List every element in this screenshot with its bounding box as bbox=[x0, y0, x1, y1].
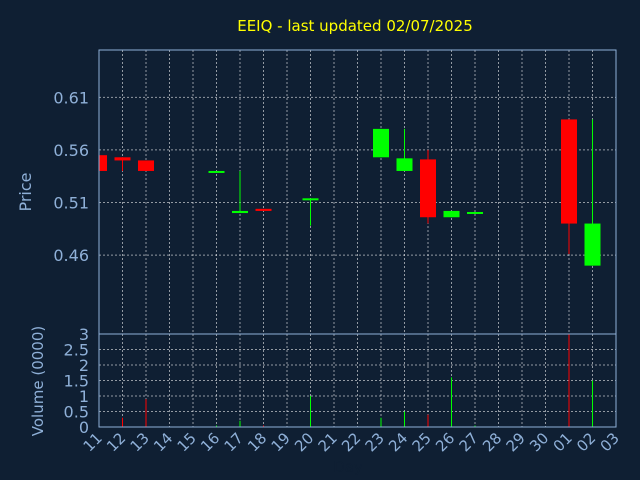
x-tick-label: 24 bbox=[385, 429, 411, 455]
x-tick-label: 03 bbox=[597, 429, 623, 455]
x-tick-label: 17 bbox=[221, 429, 247, 455]
candles-layer bbox=[98, 119, 601, 266]
volume-tick-label: 0.5 bbox=[64, 403, 89, 422]
candle-body bbox=[99, 155, 107, 171]
x-tick-label: 19 bbox=[268, 429, 294, 455]
volume-grid bbox=[99, 334, 616, 427]
candle-body bbox=[302, 198, 319, 201]
x-tick-label: 25 bbox=[409, 429, 435, 455]
volume-tick-label: 2.5 bbox=[64, 341, 89, 360]
x-tick-label: 13 bbox=[127, 429, 153, 455]
volume-panel-frame bbox=[98, 333, 617, 428]
x-axis-label: Day bbox=[333, 458, 363, 476]
price-tick-label: 0.46 bbox=[53, 246, 89, 265]
x-tick-label: 20 bbox=[291, 429, 317, 455]
volume-tick-label: 1.5 bbox=[64, 372, 89, 391]
candle-body bbox=[138, 160, 154, 171]
volume-tick-label: 3 bbox=[79, 325, 89, 344]
x-tick-label: 12 bbox=[103, 429, 129, 455]
x-tick-label: 21 bbox=[315, 429, 341, 455]
candle-body bbox=[561, 119, 577, 224]
price-y-ticks: 0.46 0.51 0.56 0.61 bbox=[53, 88, 89, 265]
candle-body bbox=[373, 128, 389, 158]
x-tick-label: 29 bbox=[503, 429, 529, 455]
candle-body bbox=[443, 210, 460, 218]
price-axis-label: Price bbox=[16, 172, 35, 211]
volume-y-ticks: 00.511.522.53 bbox=[64, 325, 89, 437]
volume-bars-layer bbox=[98, 334, 593, 427]
x-tick-label: 27 bbox=[456, 429, 482, 455]
chart-title: EEIQ - last updated 02/07/2025 bbox=[237, 17, 473, 35]
price-grid bbox=[99, 50, 616, 334]
candle-body bbox=[114, 157, 131, 161]
x-tick-label: 02 bbox=[573, 429, 599, 455]
x-tick-label: 30 bbox=[526, 429, 552, 455]
volume-tick-label: 0 bbox=[79, 418, 89, 437]
x-tick-label: 18 bbox=[244, 429, 270, 455]
candle-body bbox=[208, 170, 225, 173]
x-tick-label: 22 bbox=[338, 429, 364, 455]
volume-tick-label: 2 bbox=[79, 356, 89, 375]
x-tick-label: 14 bbox=[150, 429, 176, 455]
x-tick-label: 01 bbox=[550, 429, 576, 455]
candle-body bbox=[232, 210, 248, 214]
candle-body bbox=[467, 211, 483, 214]
x-tick-label: 15 bbox=[174, 429, 200, 455]
price-tick-label: 0.56 bbox=[53, 141, 89, 160]
candle-body bbox=[255, 208, 272, 211]
candle-body bbox=[396, 158, 413, 171]
price-tick-label: 0.51 bbox=[53, 194, 89, 213]
candle-body bbox=[584, 223, 601, 266]
x-tick-label: 16 bbox=[197, 429, 223, 455]
x-tick-label: 26 bbox=[432, 429, 458, 455]
price-tick-label: 0.61 bbox=[53, 88, 89, 107]
x-tick-label: 23 bbox=[362, 429, 388, 455]
x-ticks: 1112131415161718192021222324252627282930… bbox=[80, 429, 623, 455]
volume-tick-label: 1 bbox=[79, 387, 89, 406]
x-tick-label: 28 bbox=[479, 429, 505, 455]
volume-axis-label: Volume (0000) bbox=[29, 326, 47, 436]
candle-body bbox=[420, 159, 436, 218]
